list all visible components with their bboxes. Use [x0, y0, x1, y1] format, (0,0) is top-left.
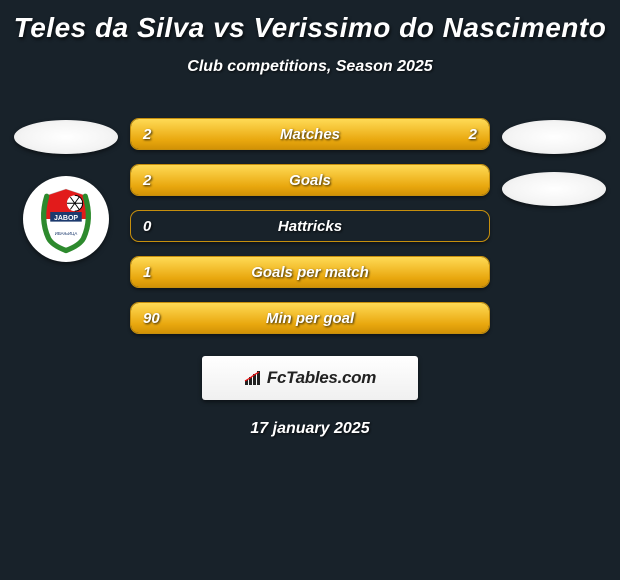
stat-row: 90Min per goal — [130, 302, 490, 334]
stat-fill-left — [131, 257, 489, 287]
right-player-oval-icon — [502, 120, 606, 154]
stat-fill-left — [131, 303, 489, 333]
source-tag: FcTables.com — [202, 356, 418, 400]
stat-row: 2Goals — [130, 164, 490, 196]
stat-fill-left — [131, 165, 489, 195]
stat-row: 22Matches — [130, 118, 490, 150]
left-player-oval-icon — [14, 120, 118, 154]
stat-fill-right — [310, 119, 489, 149]
comparison-card: Teles da Silva vs Verissimo do Nasciment… — [0, 0, 620, 438]
subtitle: Club competitions, Season 2025 — [0, 58, 620, 76]
left-club-badge: JABOP ИВАЊИЦА — [23, 176, 109, 262]
stat-row: 1Goals per match — [130, 256, 490, 288]
source-tag-label: FcTables.com — [267, 368, 376, 388]
javor-ivanjica-icon: JABOP ИВАЊИЦА — [31, 184, 101, 254]
svg-text:ИВАЊИЦА: ИВАЊИЦА — [55, 231, 78, 236]
stat-fill-left — [131, 119, 310, 149]
left-player-column: JABOP ИВАЊИЦА — [6, 118, 126, 262]
compare-grid: JABOP ИВАЊИЦА 22Matches 2Goals 0Hattricks 1… — [0, 118, 620, 334]
right-club-oval-icon — [502, 172, 606, 206]
stats-list: 22Matches 2Goals 0Hattricks 1Goals per matc… — [126, 118, 494, 334]
svg-text:JABOP: JABOP — [54, 215, 78, 222]
bar-chart-icon — [244, 370, 264, 386]
stat-row: 0Hattricks — [130, 210, 490, 242]
date-label: 17 january 2025 — [0, 420, 620, 438]
right-player-column — [494, 118, 614, 206]
page-title: Teles da Silva vs Verissimo do Nasciment… — [0, 12, 620, 44]
stat-label: Hattricks — [131, 211, 489, 241]
stat-value-left: 0 — [143, 211, 151, 241]
